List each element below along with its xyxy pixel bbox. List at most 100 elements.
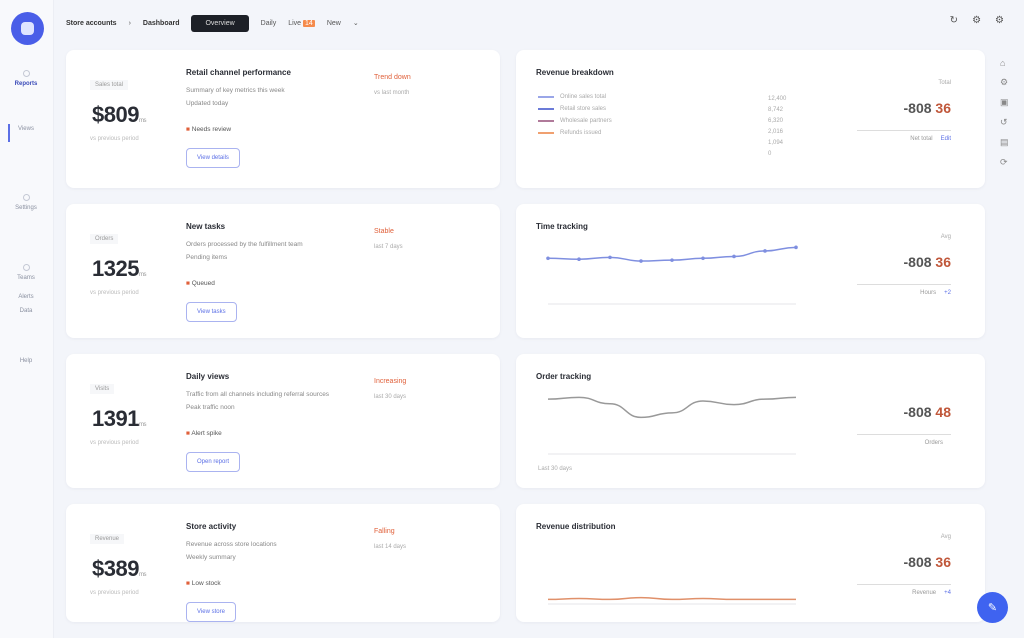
- panel-title: Order tracking: [536, 372, 592, 381]
- series-line: [547, 396, 797, 419]
- refresh-icon[interactable]: ↻: [949, 15, 959, 26]
- chart-panel: Revenue breakdown Online sales total Retai…: [516, 50, 985, 188]
- card-note: Peak traffic noon: [186, 404, 235, 411]
- status-text: Stable: [374, 228, 394, 235]
- kpi-footer: Net total Edit: [910, 136, 951, 142]
- flag-icon: ■: [186, 580, 190, 587]
- flag: ■ Low stock: [186, 580, 221, 587]
- image-icon[interactable]: ▣: [1000, 97, 1009, 107]
- chart-panel: Revenue distribution Avg -808 36 Revenue…: [516, 504, 985, 622]
- home-icon[interactable]: ⌂: [1000, 58, 1006, 68]
- tab-live[interactable]: Live 14: [288, 19, 315, 27]
- status-sub: last 7 days: [374, 244, 403, 250]
- card-action-button[interactable]: View details: [186, 148, 240, 168]
- value-item: 2,016: [768, 129, 784, 135]
- status-sub: last 14 days: [374, 544, 407, 550]
- metric-value: $809ms: [92, 102, 146, 127]
- chat-button[interactable]: ✎: [977, 592, 1008, 623]
- value-item: 0: [768, 151, 772, 157]
- sidebar-item-data[interactable]: Data: [19, 308, 33, 314]
- kpi-label: Total: [938, 80, 951, 86]
- x-axis-label: Last 30 days: [538, 466, 573, 472]
- sync-icon[interactable]: ⟳: [1000, 157, 1008, 167]
- metric-sub: vs previous period: [90, 590, 139, 596]
- metric-label: Orders: [90, 234, 119, 244]
- data-point[interactable]: [639, 259, 643, 263]
- document-icon[interactable]: ▤: [1000, 137, 1009, 147]
- history-icon[interactable]: ↺: [1000, 117, 1008, 127]
- card-title: Store activity: [186, 522, 237, 531]
- metric-card: Sales total $809ms vs previous period Re…: [66, 50, 500, 188]
- divider: [857, 130, 951, 131]
- metric-value: 1391ms: [92, 406, 146, 431]
- sidebar-item-settings[interactable]: Settings: [4, 194, 48, 211]
- data-point[interactable]: [763, 249, 767, 253]
- card-description: Summary of key metrics this week: [186, 87, 285, 94]
- legend-item: Retail store sales: [538, 106, 612, 112]
- kpi-footer: Revenue +4: [912, 590, 951, 596]
- card-title: Daily views: [186, 372, 230, 381]
- tab-new[interactable]: New: [326, 19, 341, 27]
- breadcrumb-root[interactable]: Store accounts: [66, 19, 117, 27]
- metric-label: Revenue: [90, 534, 125, 544]
- card-note: Pending items: [186, 254, 228, 261]
- metric-value: 1325ms: [92, 256, 146, 281]
- toolbar: ↻ ⚙ ⚙: [950, 15, 1004, 26]
- value-item: 12,400: [768, 96, 787, 102]
- gear-icon[interactable]: ⚙: [995, 15, 1004, 26]
- card-action-button[interactable]: Open report: [186, 452, 241, 472]
- sidebar-item-views[interactable]: Views: [18, 126, 34, 132]
- card-action-button[interactable]: View store: [186, 602, 236, 622]
- breadcrumb-current[interactable]: Dashboard: [142, 19, 180, 27]
- sidebar-item-teams[interactable]: Teams: [4, 264, 48, 281]
- data-point[interactable]: [546, 256, 550, 261]
- panel-title: Revenue breakdown: [536, 68, 614, 77]
- legend-swatch: [538, 120, 554, 122]
- panel-title: Time tracking: [536, 222, 588, 231]
- app-logo[interactable]: [11, 12, 44, 45]
- flag: ■ Needs review: [186, 126, 232, 133]
- kpi-value: -808 36: [903, 254, 952, 270]
- legend-item: Online sales total: [538, 94, 612, 100]
- divider: [857, 284, 951, 285]
- chart-panel: Order tracking Last 30 days -808 48 Order…: [516, 354, 985, 488]
- metric-label: Sales total: [90, 80, 129, 90]
- divider: [857, 584, 951, 585]
- metric-value: $389ms: [92, 556, 146, 581]
- kpi-label: Avg: [940, 234, 951, 240]
- data-point[interactable]: [701, 256, 705, 261]
- data-point[interactable]: [577, 257, 581, 261]
- legend-item: Wholesale partners: [538, 118, 612, 124]
- sidebar-item-help[interactable]: Help: [19, 358, 33, 364]
- chevron-down-icon[interactable]: ⌄: [352, 20, 359, 27]
- card-title: Retail channel performance: [186, 68, 291, 77]
- legend: Online sales total Retail store sales Whol…: [538, 94, 612, 142]
- breadcrumb-separator: ›: [128, 19, 131, 27]
- legend-swatch: [538, 96, 554, 98]
- sidebar-item-alerts[interactable]: Alerts: [18, 294, 34, 300]
- tab-overview[interactable]: Overview: [191, 14, 249, 32]
- value-item: 8,742: [768, 107, 784, 113]
- flag-icon: ■: [186, 126, 190, 133]
- status-sub: last 30 days: [374, 394, 407, 400]
- chart-panel: Time tracking Avg -808 36 Hours +2: [516, 204, 985, 338]
- data-point[interactable]: [732, 254, 736, 259]
- metric-sub: vs previous period: [90, 136, 139, 142]
- card-description: Traffic from all channels including refe…: [186, 391, 330, 398]
- metric-sub: vs previous period: [90, 290, 139, 296]
- card-note: Updated today: [186, 100, 229, 107]
- card-description: Orders processed by the fulfillment team: [186, 241, 303, 248]
- sidebar-item-reports[interactable]: Reports: [4, 70, 48, 87]
- tab-daily[interactable]: Daily: [260, 19, 277, 27]
- data-point[interactable]: [670, 258, 674, 262]
- flag-icon: ■: [186, 280, 190, 287]
- settings-icon[interactable]: ⚙: [1000, 77, 1009, 87]
- data-point[interactable]: [608, 255, 612, 260]
- data-point[interactable]: [794, 245, 798, 250]
- line-chart: [546, 245, 798, 305]
- card-note: Weekly summary: [186, 554, 236, 561]
- card-action-button[interactable]: View tasks: [186, 302, 237, 322]
- settings-icon[interactable]: ⚙: [972, 15, 982, 26]
- chat-icon: ✎: [987, 602, 998, 614]
- flag: ■ Queued: [186, 280, 215, 287]
